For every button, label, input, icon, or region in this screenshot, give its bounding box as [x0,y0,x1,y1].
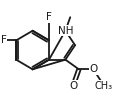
Text: F: F [1,35,7,45]
Text: O: O [68,81,77,91]
Text: F: F [46,12,52,22]
Text: NH: NH [57,26,73,36]
Text: CH₃: CH₃ [94,81,112,91]
Text: O: O [88,64,97,74]
